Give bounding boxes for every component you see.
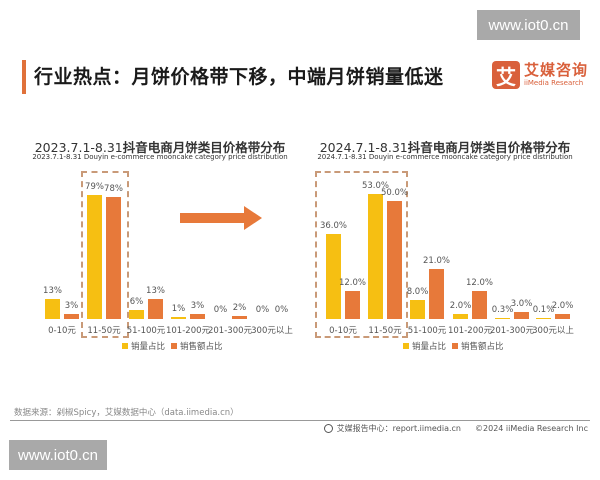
bar-revenue <box>148 299 163 319</box>
bar-revenue <box>190 314 205 319</box>
value-label: 53.0% <box>361 181 390 191</box>
value-label: 8.0% <box>406 287 429 297</box>
value-label: 6% <box>129 297 144 307</box>
category-label: 51-100元 <box>126 326 166 336</box>
value-label: 78% <box>104 184 123 194</box>
value-label: 2.0% <box>449 301 472 311</box>
watermark: www.iot0.cn <box>9 440 107 470</box>
legend-swatch-volume <box>403 343 409 349</box>
value-label: 3% <box>190 301 205 311</box>
category-label: 101-200元 <box>165 326 211 336</box>
category-label: 11-50元 <box>368 326 402 336</box>
category-label: 11-50元 <box>87 326 121 336</box>
category-label: 201-300元 <box>489 326 535 336</box>
bar-revenue <box>514 312 529 319</box>
value-label: 3.0% <box>510 299 533 309</box>
legend-label-volume: 销量占比 <box>131 342 166 352</box>
footer-divider <box>10 420 590 421</box>
bar-revenue <box>232 316 247 319</box>
logo-mark-icon: 艾 <box>492 61 520 89</box>
bar-revenue <box>555 314 570 319</box>
value-label: 1% <box>171 304 186 314</box>
value-label: 12.0% <box>338 278 367 288</box>
value-label: 13% <box>43 286 62 296</box>
bar-volume <box>453 314 468 319</box>
value-label: 0% <box>274 305 289 315</box>
bar-volume <box>87 195 102 319</box>
highlight-box-2023 <box>81 171 129 338</box>
value-label: 21.0% <box>422 256 451 266</box>
value-label: 3% <box>64 301 79 311</box>
bar-revenue <box>345 291 360 319</box>
value-label: 2.0% <box>551 301 574 311</box>
category-label: 201-300元 <box>207 326 253 336</box>
chart-subtitle-2024: 2024.7.1-8.31 Douyin e-commerce mooncake… <box>317 153 573 161</box>
category-label: 300元以上 <box>532 326 574 336</box>
legend-label-revenue: 销售额占比 <box>180 342 223 352</box>
bar-revenue <box>106 197 121 319</box>
value-label: 13% <box>146 286 165 296</box>
globe-icon <box>323 424 333 433</box>
copyright: ©2024 iiMedia Research Inc <box>475 424 588 433</box>
bar-revenue <box>429 269 444 319</box>
category-label: 0-10元 <box>329 326 357 336</box>
bar-volume <box>368 194 383 319</box>
charts: 2023.7.1-8.31抖音电商月饼类目价格带分布 2023.7.1-8.31… <box>32 140 574 352</box>
bar-revenue <box>472 291 487 319</box>
category-label: 0-10元 <box>48 326 76 336</box>
bar-revenue <box>387 201 402 319</box>
bar-volume <box>410 300 425 319</box>
highlight-box-2024 <box>315 171 408 338</box>
category-label: 300元以上 <box>251 326 293 336</box>
legend-2023: 销量占比 销售额占比 <box>122 340 229 352</box>
bar-volume <box>536 318 551 319</box>
value-label: 50.0% <box>380 188 409 198</box>
legend-label-revenue: 销售额占比 <box>461 342 504 352</box>
chart-title-2023: 2023.7.1-8.31抖音电商月饼类目价格带分布 <box>34 140 286 155</box>
report-center: 艾媒报告中心：report.iimedia.cn <box>336 424 462 433</box>
data-source: 数据来源：剁椒Spicy，艾媒数据中心（data.iimedia.cn） <box>14 408 239 418</box>
value-label: 0% <box>213 305 228 315</box>
watermark: www.iot0.cn <box>477 10 580 40</box>
category-label: 51-100元 <box>407 326 447 336</box>
footer: 艾媒报告中心：report.iimedia.cn ©2024 iiMedia R… <box>323 423 588 434</box>
category-label: 101-200元 <box>447 326 493 336</box>
bar-volume <box>326 234 341 319</box>
logo-name-cn: 艾媒咨询 <box>524 61 589 79</box>
logo: 艾 艾媒咨询 iiMedia Research <box>492 61 588 89</box>
value-label: 0% <box>255 305 270 315</box>
value-label: 0.3% <box>491 305 514 315</box>
arrow-right-icon <box>180 206 262 230</box>
value-label: 2% <box>232 303 247 313</box>
logo-name-en: iiMedia Research <box>524 79 584 87</box>
legend-swatch-volume <box>122 343 128 349</box>
value-label: 36.0% <box>319 221 348 231</box>
bar-volume <box>129 310 144 319</box>
bar-volume <box>171 317 186 319</box>
page-title: 行业热点：月饼价格带下移，中端月饼销量低迷 <box>34 66 444 88</box>
bar-volume <box>45 299 60 319</box>
chart-subtitle-2023: 2023.7.1-8.31 Douyin e-commerce mooncake… <box>32 153 288 161</box>
value-label: 12.0% <box>465 278 494 288</box>
value-label: 79% <box>85 182 104 192</box>
legend-label-volume: 销量占比 <box>412 342 447 352</box>
legend-swatch-revenue <box>452 343 459 349</box>
value-label: 0.1% <box>532 305 555 315</box>
bar-revenue <box>64 314 79 319</box>
legend-swatch-revenue <box>171 343 178 349</box>
bar-volume <box>495 318 510 319</box>
title-accent-bar <box>22 60 26 94</box>
chart-title-2024: 2024.7.1-8.31抖音电商月饼类目价格带分布 <box>319 140 571 155</box>
legend-2024: 销量占比 销售额占比 <box>403 340 510 352</box>
